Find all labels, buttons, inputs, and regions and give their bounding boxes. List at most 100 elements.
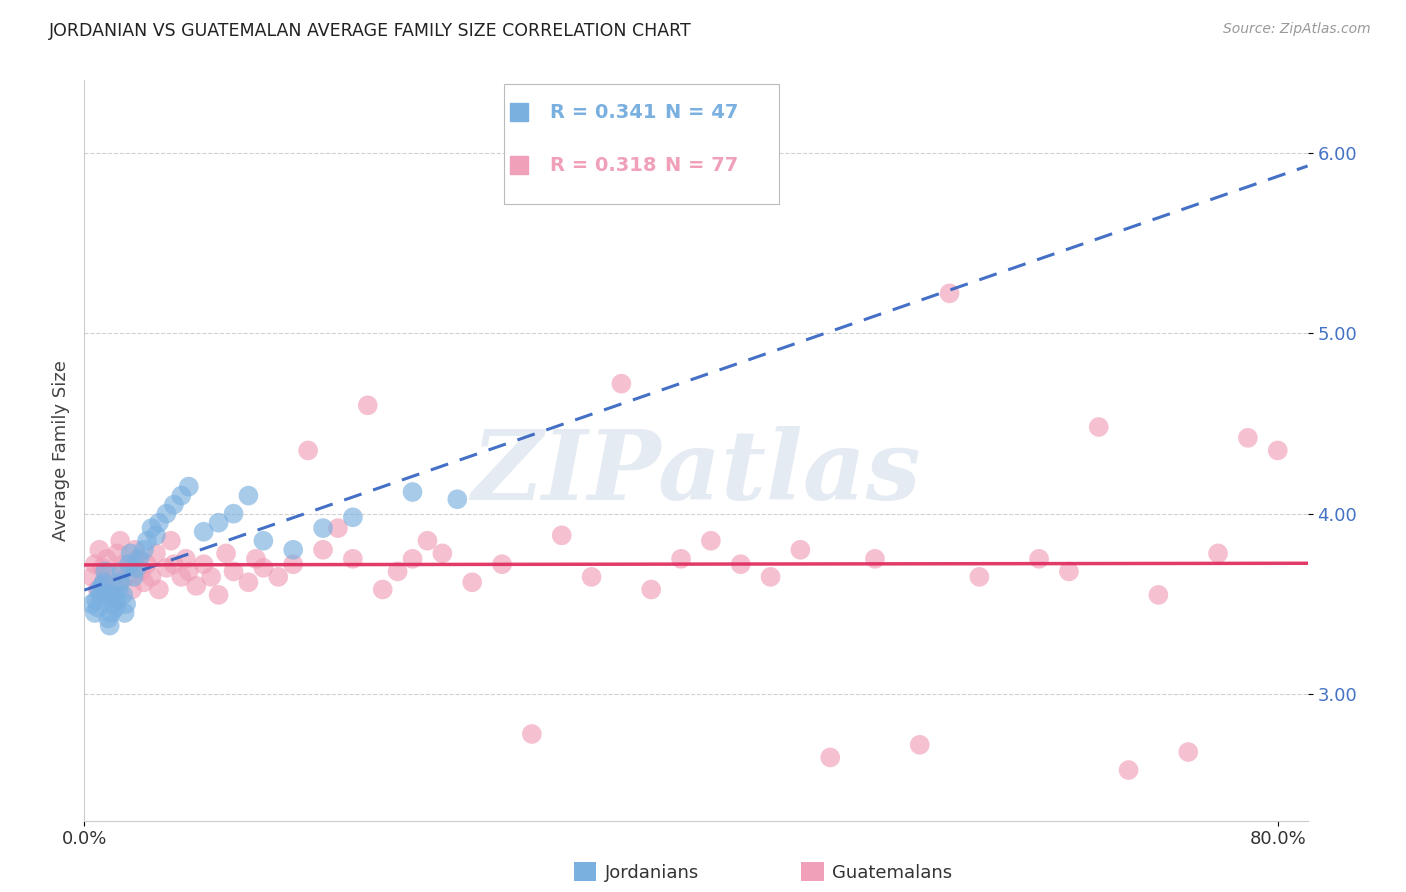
Point (108, 533, 131, 548)
Point (938, 286, 960, 301)
Point (136, 533, 159, 548)
Point (80, 570, 103, 584)
Point (174, 551, 197, 566)
Point (1087, 420, 1109, 434)
Point (141, 521, 163, 535)
Point (125, 561, 148, 575)
Point (115, 570, 138, 584)
Text: Source: ZipAtlas.com: Source: ZipAtlas.com (1223, 22, 1371, 37)
Point (401, 485, 423, 500)
Point (132, 575, 155, 590)
Point (87, 600, 110, 615)
Point (155, 507, 177, 521)
Point (118, 558, 141, 572)
Point (97, 565, 120, 579)
Point (1177, 745, 1199, 759)
Point (245, 551, 267, 566)
Point (132, 542, 155, 557)
Point (1028, 551, 1050, 566)
Point (193, 558, 215, 572)
Point (91, 579, 114, 593)
Point (863, 551, 886, 566)
Point (759, 570, 782, 584)
Point (207, 516, 229, 530)
Point (145, 528, 167, 542)
Point (136, 558, 159, 572)
Text: N = 47: N = 47 (665, 103, 738, 121)
Point (222, 507, 245, 521)
Point (127, 551, 149, 566)
Point (610, 376, 633, 391)
Point (312, 521, 335, 535)
Point (326, 521, 349, 535)
Point (100, 606, 122, 620)
Point (551, 528, 574, 542)
Point (669, 551, 692, 566)
Point (124, 542, 146, 557)
Text: Jordanians: Jordanians (605, 864, 699, 882)
Point (111, 565, 134, 579)
Point (520, 727, 543, 741)
Point (730, 558, 752, 572)
Point (128, 551, 150, 566)
Point (491, 558, 513, 572)
Point (163, 558, 186, 572)
Point (177, 565, 200, 579)
Point (1206, 546, 1229, 560)
Point (1118, 763, 1140, 777)
Point (908, 738, 931, 752)
Point (640, 582, 662, 597)
Point (122, 570, 145, 584)
Text: JORDANIAN VS GUATEMALAN AVERAGE FAMILY SIZE CORRELATION CHART: JORDANIAN VS GUATEMALAN AVERAGE FAMILY S… (49, 22, 692, 40)
Point (105, 593, 128, 607)
Point (148, 516, 170, 530)
Point (145, 546, 167, 560)
Point (90, 588, 112, 602)
Point (148, 582, 170, 597)
Point (969, 570, 991, 584)
Point (387, 565, 409, 579)
Point (93, 575, 115, 590)
Text: R = 0.318: R = 0.318 (550, 156, 657, 175)
Point (91, 561, 114, 575)
Point (1057, 565, 1080, 579)
Point (121, 582, 143, 597)
Point (238, 489, 260, 503)
Point (163, 498, 186, 512)
Point (200, 570, 222, 584)
Point (1237, 431, 1260, 445)
Point (83, 606, 105, 620)
Point (155, 561, 177, 575)
Point (112, 588, 135, 602)
Point (446, 492, 468, 507)
Point (283, 542, 305, 557)
Point (103, 588, 125, 602)
Point (141, 570, 163, 584)
Point (97, 611, 120, 625)
FancyBboxPatch shape (503, 84, 779, 204)
Point (89, 542, 111, 557)
Point (93, 575, 115, 590)
Point (129, 565, 152, 579)
Point (118, 561, 141, 575)
Text: ZIPatlas: ZIPatlas (471, 425, 921, 520)
Point (312, 542, 335, 557)
Point (87, 582, 110, 597)
Point (100, 588, 122, 602)
Point (83, 558, 105, 572)
Point (177, 479, 200, 493)
Point (700, 533, 723, 548)
Point (94, 565, 117, 579)
Point (207, 588, 229, 602)
Text: Guatemalans: Guatemalans (832, 864, 952, 882)
Point (170, 489, 193, 503)
Point (96, 588, 118, 602)
Point (112, 558, 135, 572)
Point (1267, 443, 1289, 458)
Point (120, 546, 142, 560)
Point (84, 593, 107, 607)
Point (416, 533, 439, 548)
Point (342, 551, 364, 566)
Point (103, 575, 125, 590)
Point (252, 561, 274, 575)
